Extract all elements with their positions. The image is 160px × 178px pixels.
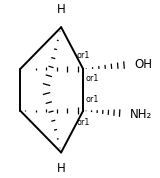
Text: NH₂: NH₂	[130, 108, 153, 121]
Text: or1: or1	[76, 118, 89, 127]
Text: or1: or1	[85, 95, 99, 104]
Text: or1: or1	[85, 74, 99, 83]
Text: or1: or1	[76, 51, 89, 60]
Text: H: H	[57, 3, 65, 16]
Text: H: H	[57, 162, 65, 175]
Text: OH: OH	[134, 58, 152, 71]
